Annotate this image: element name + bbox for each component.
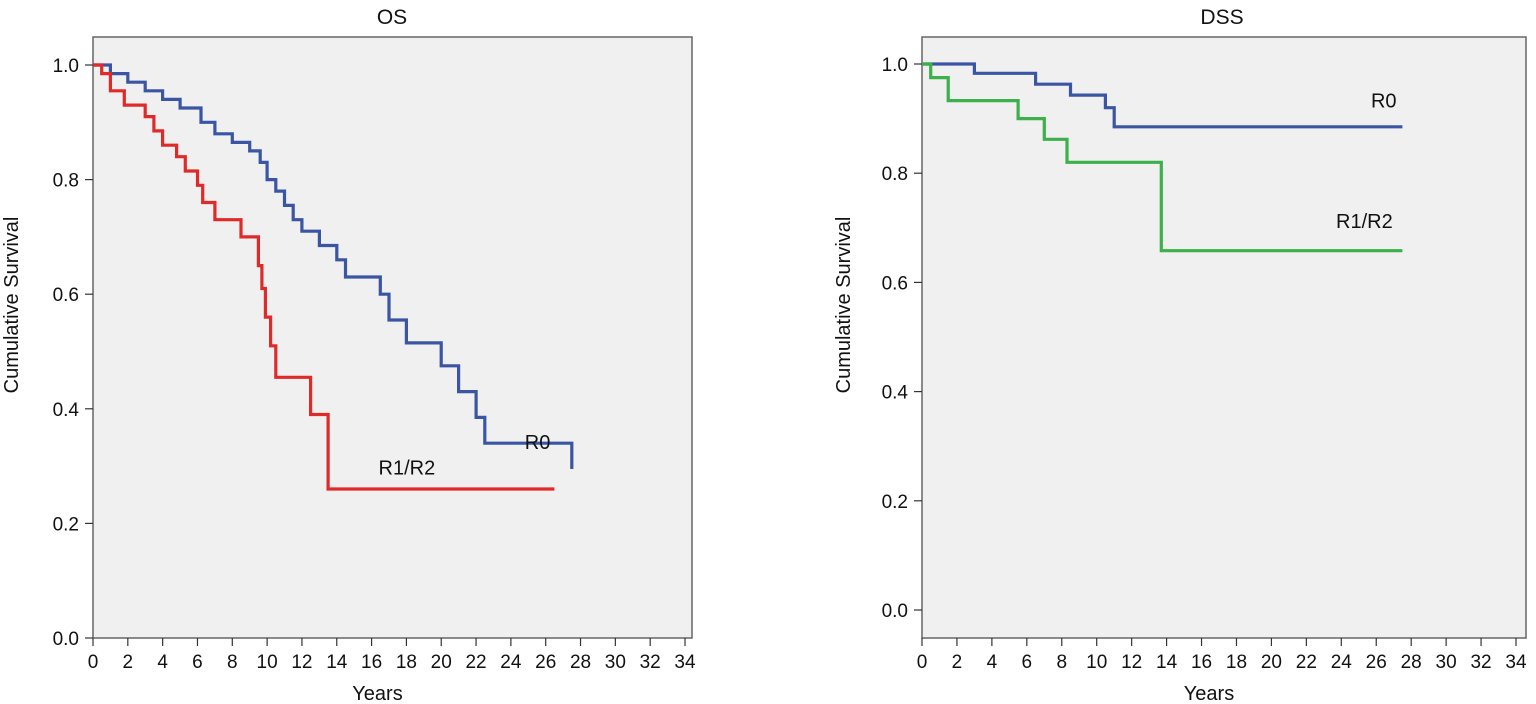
x-tick-label: 18 xyxy=(1226,652,1247,673)
y-axis-label: Cumulative Survival xyxy=(833,217,855,394)
y-tick-label: 1.0 xyxy=(882,55,908,76)
x-tick-label: 30 xyxy=(605,652,626,673)
x-tick-label: 6 xyxy=(1022,652,1033,673)
x-tick-label: 8 xyxy=(1056,652,1067,673)
x-tick-label: 14 xyxy=(1156,652,1178,673)
x-tick-label: 26 xyxy=(1366,652,1387,673)
y-tick-label: 0.4 xyxy=(53,400,80,421)
x-tick-label: 12 xyxy=(1121,652,1142,673)
y-tick-label: 0.4 xyxy=(882,383,909,404)
x-tick-label: 32 xyxy=(1470,652,1491,673)
series-r1-r2-line xyxy=(922,62,1403,253)
x-tick-label: 0 xyxy=(88,652,99,673)
x-tick-label: 18 xyxy=(396,652,417,673)
y-tick-label: 0.2 xyxy=(882,492,908,513)
x-tick-label: 24 xyxy=(500,652,522,673)
plot-area xyxy=(921,36,1527,639)
x-tick-label: 20 xyxy=(1261,652,1282,673)
x-tick-label: 28 xyxy=(1401,652,1422,673)
y-tick-label: 0.0 xyxy=(53,629,79,650)
curve-label: R1/R2 xyxy=(1336,211,1393,233)
x-axis-label: Years xyxy=(352,683,402,704)
x-tick-label: 16 xyxy=(361,652,382,673)
x-tick-label: 12 xyxy=(291,652,312,673)
y-axis-label: Cumulative Survival xyxy=(1,217,23,394)
chart-os: OS0 2 4 6 8 10 12 14 16 18 20 22 24 26 28 30 32 340.00.20… xyxy=(1,6,696,704)
x-tick-label: 8 xyxy=(227,652,238,673)
y-tick-label: 0.6 xyxy=(53,285,79,306)
x-tick-label: 2 xyxy=(123,652,134,673)
x-tick-label: 34 xyxy=(674,652,696,673)
series-r1-r2-line xyxy=(93,63,555,491)
x-tick-label: 16 xyxy=(1191,652,1212,673)
x-tick-label: 32 xyxy=(640,652,661,673)
curve-label: R1/R2 xyxy=(379,458,436,480)
x-tick-label: 30 xyxy=(1436,652,1457,673)
x-tick-label: 28 xyxy=(570,652,591,673)
x-tick-label: 24 xyxy=(1331,652,1353,673)
series-r0-line xyxy=(93,63,574,469)
x-tick-label: 2 xyxy=(952,652,963,673)
x-tick-label: 6 xyxy=(192,652,203,673)
x-tick-label: 22 xyxy=(465,652,486,673)
x-tick-label: 26 xyxy=(535,652,556,673)
chart-title: DSS xyxy=(1200,6,1243,29)
x-tick-label: 4 xyxy=(987,652,998,673)
chart-title: OS xyxy=(377,6,407,29)
y-tick-label: 1.0 xyxy=(53,56,79,77)
x-tick-label: 20 xyxy=(431,652,452,673)
x-tick-label: 14 xyxy=(326,652,348,673)
plot-area xyxy=(92,36,693,639)
y-tick-label: 0.8 xyxy=(53,171,79,192)
x-tick-label: 10 xyxy=(257,652,278,673)
x-tick-label: 34 xyxy=(1505,652,1527,673)
x-tick-label: 0 xyxy=(917,652,928,673)
series-r0-line xyxy=(922,62,1403,129)
curve-label: R0 xyxy=(525,432,551,454)
y-tick-label: 0.6 xyxy=(882,273,908,294)
y-tick-label: 0.2 xyxy=(53,514,79,535)
y-tick-label: 0.8 xyxy=(882,164,908,185)
y-tick-label: 0.0 xyxy=(882,601,908,622)
x-tick-label: 4 xyxy=(157,652,168,673)
x-tick-label: 22 xyxy=(1296,652,1317,673)
x-axis-label: Years xyxy=(1184,683,1234,704)
x-tick-label: 10 xyxy=(1086,652,1107,673)
curve-label: R0 xyxy=(1371,91,1397,113)
